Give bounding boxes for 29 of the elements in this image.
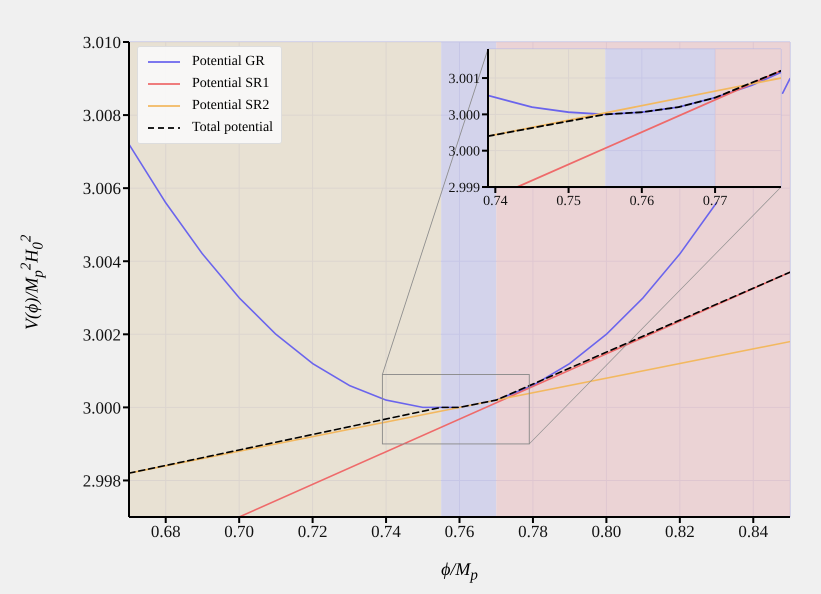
y-tick-label: 3.006 <box>82 179 121 198</box>
y-tick-label: 3.002 <box>82 325 121 344</box>
y-tick-label: 3.000 <box>448 144 480 160</box>
x-tick-label: 0.74 <box>483 194 508 209</box>
x-tick-label: 0.80 <box>592 522 622 542</box>
x-tick-label: 0.74 <box>371 522 402 542</box>
x-tick-label: 0.77 <box>702 194 728 209</box>
y-tick-label: 3.000 <box>448 108 480 124</box>
y-tick-label: 3.001 <box>448 72 480 88</box>
x-tick-label: 0.78 <box>518 522 548 542</box>
legend-label: Total potential <box>192 120 274 136</box>
legend-label: Potential GR <box>192 54 265 70</box>
y-tick-label: 2.999 <box>448 180 480 196</box>
x-tick-label: 0.76 <box>630 194 654 209</box>
x-tick-label: 0.75 <box>556 194 581 209</box>
y-tick-label: 2.998 <box>82 471 121 490</box>
legend-label: Potential SR2 <box>192 98 270 114</box>
x-tick-label: 0.70 <box>224 522 254 542</box>
y-tick-label: 3.010 <box>82 33 121 52</box>
x-tick-label: 0.82 <box>664 522 695 542</box>
x-tick-label: 0.68 <box>150 522 181 542</box>
y-tick-label: 3.000 <box>82 398 121 418</box>
x-tick-label: 0.72 <box>298 522 328 542</box>
legend-label: Potential SR1 <box>192 76 270 92</box>
x-tick-label: 0.76 <box>444 522 474 542</box>
y-tick-label: 3.008 <box>82 106 121 126</box>
x-tick-label: 0.84 <box>738 522 769 542</box>
y-tick-label: 3.004 <box>82 252 122 272</box>
x-axis-title: ϕ/M$_{p}$ <box>440 559 479 585</box>
